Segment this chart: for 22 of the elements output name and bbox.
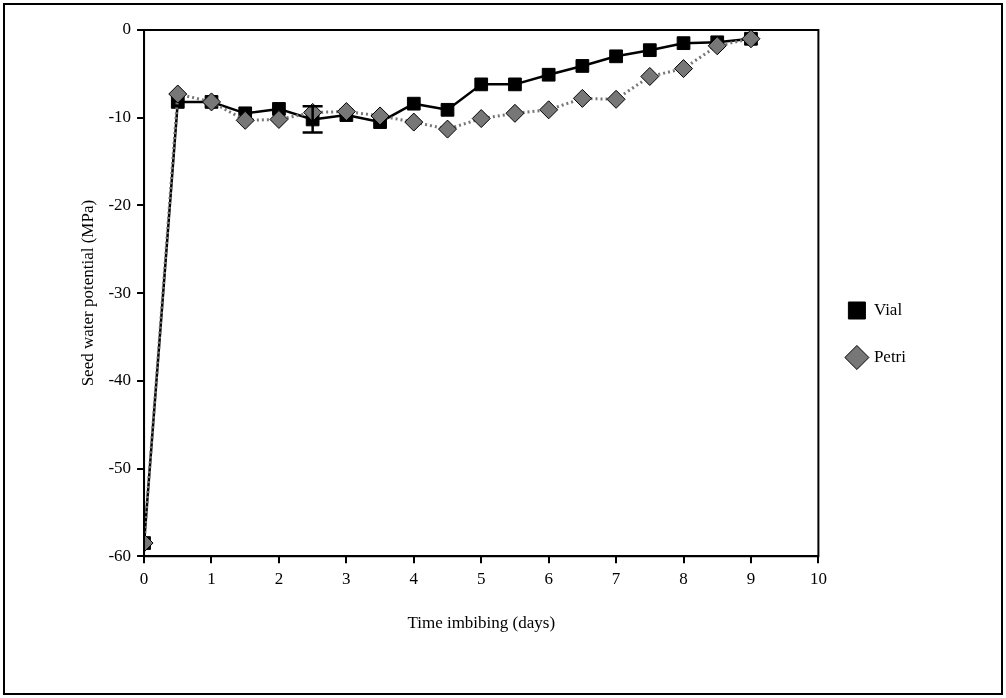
y-tick-label: -50: [108, 457, 132, 477]
x-tick-label: 1: [207, 568, 216, 588]
y-tick-label: -60: [108, 545, 132, 565]
x-tick-label: 10: [809, 568, 827, 588]
y-tick-label: -10: [108, 107, 132, 127]
x-axis-title: Time imbibing (days): [407, 613, 556, 633]
x-tick-label: 9: [746, 568, 756, 588]
x-tick-label: 2: [274, 568, 284, 588]
y-tick-label: 0: [122, 19, 132, 39]
x-tick-label: 7: [611, 568, 621, 588]
x-tick-label: 3: [342, 568, 351, 588]
x-tick-label: 6: [544, 568, 553, 588]
y-tick-label: -30: [108, 282, 132, 302]
y-axis-title: Seed water potential (MPa): [77, 199, 97, 387]
x-tick-label: 8: [679, 568, 688, 588]
y-tick-label: -20: [108, 194, 132, 214]
legend-label: Vial: [873, 299, 903, 319]
x-tick-label: 0: [139, 568, 149, 588]
y-tick-label: -40: [108, 370, 132, 390]
legend-label: Petri: [873, 346, 907, 366]
x-tick-label: 4: [409, 568, 419, 588]
x-tick-label: 5: [476, 568, 486, 588]
